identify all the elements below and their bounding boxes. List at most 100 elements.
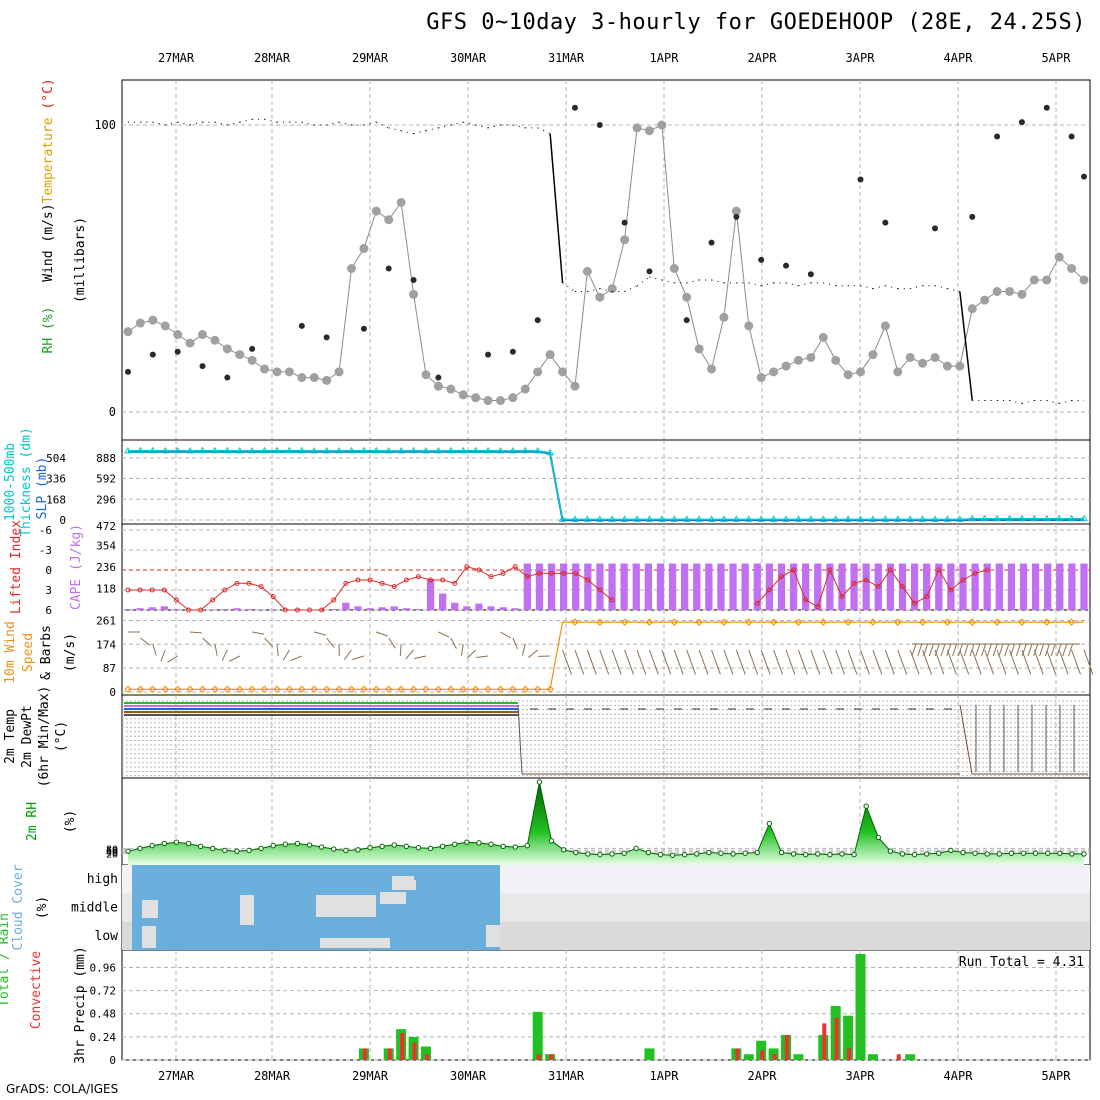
cape-bar: [862, 563, 870, 610]
lifted-index-point: [258, 584, 264, 590]
wind-barb: [884, 649, 895, 675]
ylabel-part: (%): [63, 810, 78, 833]
rh-point: [403, 843, 410, 850]
lifted-index-point: [210, 597, 216, 603]
lifted-index-point: [803, 597, 809, 603]
cape-bar: [802, 563, 810, 610]
series-dotted-segment: [661, 279, 675, 284]
cloud-gap: [240, 895, 254, 925]
wind-barb: [1021, 643, 1027, 657]
data-point-dark: [534, 317, 541, 324]
precip-convective-bar: [785, 1034, 790, 1060]
thickness-marker: [931, 515, 939, 522]
thickness-marker: [682, 515, 691, 522]
lifted-index-point: [597, 587, 603, 593]
series-dotted-segment: [798, 282, 811, 287]
series-dotted-segment: [388, 127, 402, 132]
data-point-gray: [868, 350, 878, 360]
rh-point: [948, 847, 954, 854]
rh-point: [621, 850, 627, 856]
wind-barb: [897, 649, 908, 675]
wind-speed-marker: [645, 618, 654, 626]
precip-total-bar: [855, 954, 866, 1060]
lifted-index-point: [924, 594, 930, 600]
data-point-gray: [595, 292, 605, 302]
series-dotted-segment: [438, 124, 451, 129]
precip-total-bar: [743, 1054, 754, 1060]
data-point-dark: [125, 368, 131, 375]
wind-speed-marker: [273, 685, 281, 693]
rh-point: [476, 840, 482, 846]
temp-drop: [517, 704, 523, 775]
rh-point: [367, 845, 373, 851]
ylabel-part: 2m RH: [25, 802, 40, 841]
rh-point: [1020, 850, 1027, 856]
ylabel-millibars: (millibars): [73, 217, 88, 303]
precip-total-bar: [644, 1048, 655, 1060]
thickness-marker: [695, 515, 703, 522]
rh-point: [306, 842, 313, 848]
data-point-dark: [1043, 104, 1050, 111]
panel-frame: [121, 79, 1091, 441]
wind-speed-marker: [248, 685, 256, 693]
bottom-date-label: 1APR: [650, 1069, 680, 1083]
cloud-gap: [486, 925, 500, 947]
cape-bar: [148, 607, 156, 610]
rh-point: [318, 844, 325, 850]
lifted-index-point: [391, 584, 397, 590]
wind-barb: [1033, 649, 1044, 675]
wind-barb: [512, 637, 519, 650]
data-point-gray: [607, 284, 617, 294]
wind-barb: [636, 649, 647, 675]
wind-barb: [1046, 649, 1057, 675]
run-total-annotation: Run Total = 4.31: [959, 955, 1084, 970]
wind-barb: [940, 643, 946, 657]
wind-barb: [923, 643, 929, 657]
precip-total-bar: [867, 1054, 878, 1060]
rh-point: [669, 852, 676, 859]
data-point-dark: [249, 345, 256, 352]
data-point-gray: [831, 355, 841, 365]
thickness-marker: [732, 515, 741, 522]
thickness-marker: [806, 515, 815, 522]
data-point-gray: [980, 295, 990, 305]
wind-barb: [574, 649, 585, 675]
cape-bar: [753, 563, 761, 610]
rh-point: [560, 847, 567, 853]
ylabel-precip-total: Total / Rain: [0, 913, 12, 1007]
lifted-index-point: [754, 600, 760, 606]
wind-barb: [986, 643, 992, 657]
cape-bar: [947, 563, 955, 610]
thickness-marker: [869, 515, 877, 522]
cloud-level-label: middle: [71, 901, 118, 916]
data-point-dark: [199, 363, 206, 370]
data-point-gray: [731, 206, 741, 216]
rh-point: [718, 850, 724, 856]
thickness-marker: [223, 446, 232, 454]
cape-bar: [511, 608, 519, 610]
lifted-index-point: [791, 567, 797, 573]
data-point-gray: [123, 327, 133, 337]
precip-convective-bar: [400, 1033, 405, 1060]
wind-barb: [847, 649, 858, 675]
wind-barb: [1015, 643, 1021, 657]
thickness-marker: [496, 446, 505, 454]
lifted-index-point: [766, 587, 772, 593]
rh-point: [234, 848, 240, 854]
precip-convective-bar: [760, 1050, 765, 1060]
data-point-dark: [360, 325, 367, 332]
data-point-dark: [683, 317, 690, 324]
wind-barb: [399, 643, 402, 657]
series-dotted-segment: [450, 121, 464, 126]
ylabel-part: RH (%): [41, 307, 56, 354]
top-date-label: 27MAR: [158, 51, 195, 65]
lifted-index-point: [827, 567, 833, 573]
wind-barb: [290, 655, 303, 661]
wind-barb: [911, 643, 917, 657]
rh-area: [128, 782, 1084, 865]
bottom-date-label: 3APR: [846, 1069, 876, 1083]
thickness-marker: [509, 446, 517, 454]
ytick-label-left: 0: [45, 564, 52, 577]
cape-bar: [1056, 563, 1064, 610]
